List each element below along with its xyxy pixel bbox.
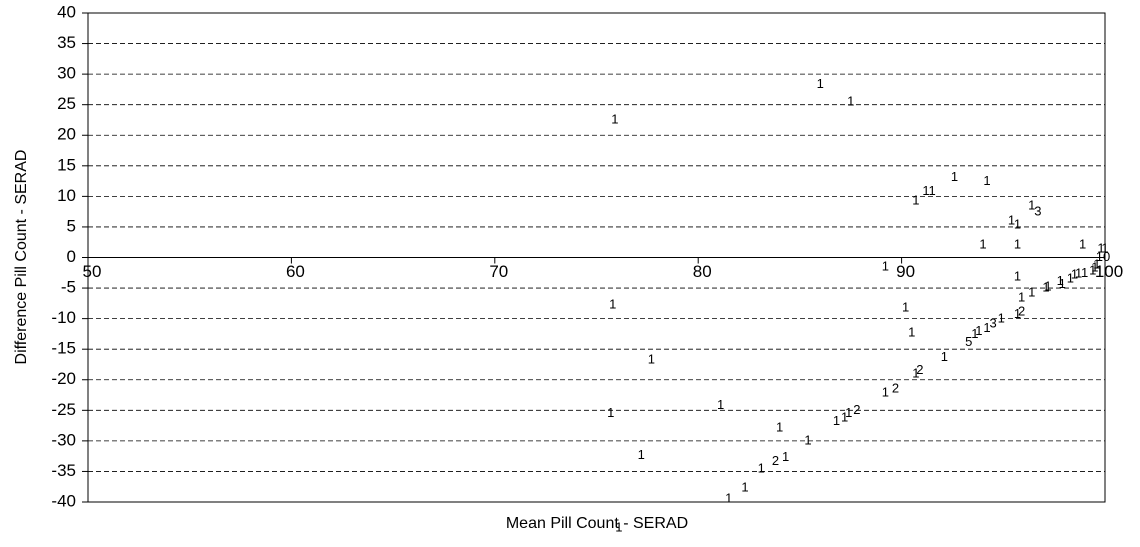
y-tick-label: 25 [57,94,76,113]
point-label: 1 [971,326,978,341]
point-label: 2 [916,362,923,377]
y-tick-label: -15 [51,339,76,358]
y-tick-label: -10 [51,308,76,327]
point-label: 1 [912,366,919,381]
point-label: 1 [941,349,948,364]
point-label: 1 [1014,306,1021,321]
point-label: 2 [1018,303,1025,318]
y-tick-label: -5 [61,278,76,297]
point-label: 1 [817,76,824,91]
point-label: 1 [1028,198,1035,213]
point-label: 1 [725,490,732,505]
point-label: 1 [776,419,783,434]
point-label: 1 [1044,278,1051,293]
point-label: 3 [1034,204,1041,219]
point-label: 1 [1008,212,1015,227]
point-label: 1 [922,183,929,198]
point-label: 1 [1042,280,1049,295]
point-label: 1 [1081,265,1088,280]
x-tick-label: 70 [489,262,508,281]
y-tick-label: 15 [57,155,76,174]
point-label: 1 [1057,273,1064,288]
y-tick-label: 10 [57,186,76,205]
x-tick-label: 100 [1095,262,1123,281]
x-tick-label: 50 [83,262,102,281]
point-label: 2 [853,402,860,417]
y-tick-label: -40 [51,491,76,510]
point-label: 1 [882,385,889,400]
x-tick-label: 80 [693,262,712,281]
point-label: 1 [648,352,655,367]
y-tick-label: 20 [57,125,76,144]
point-label: 1 [1028,284,1035,299]
point-label: 2 [772,453,779,468]
y-tick-label: 5 [67,216,76,235]
point-label: 1 [638,447,645,462]
point-label: 1 [847,94,854,109]
point-label: 1 [1018,289,1025,304]
point-label: 1 [1093,256,1100,271]
point-label: 1 [758,460,765,475]
x-tick-label: 90 [896,262,915,281]
point-label: 3 [990,316,997,331]
point-label: 1 [1089,262,1096,277]
point-label: 1 [1067,270,1074,285]
point-label: 1 [845,405,852,420]
point-label: 1 [607,405,614,420]
point-label: 1 [1091,259,1098,274]
point-label: 1 [908,325,915,340]
point-label: 1 [1059,276,1066,291]
point-label: 1 [979,237,986,252]
point-label: 1 [983,320,990,335]
y-tick-label: 40 [57,2,76,21]
point-label: 1 [833,413,840,428]
point-label: 1 [804,432,811,447]
point-label: 1 [902,300,909,315]
y-tick-label: -20 [51,369,76,388]
y-tick-label: -30 [51,430,76,449]
point-label: 1 [1014,237,1021,252]
point-label: 1 [611,111,618,126]
x-tick-label: 60 [286,262,305,281]
point-label: 1 [717,397,724,412]
point-label: 1 [928,183,935,198]
y-tick-label: -25 [51,400,76,419]
y-tick-label: -35 [51,461,76,480]
point-label: 1 [1014,217,1021,232]
point-label: 1 [1101,240,1108,255]
point-label: 1 [1014,268,1021,283]
point-label: 1 [782,449,789,464]
point-label: 5 [965,334,972,349]
point-label: 1 [609,297,616,312]
point-label: 1 [951,169,958,184]
point-label: 1 [912,193,919,208]
point-label: 10 [1096,249,1110,264]
y-axis-title: Difference Pill Count - SERAD [13,150,30,365]
point-label: 1 [882,259,889,274]
point-label: 1 [1075,265,1082,280]
point-label: 1 [841,410,848,425]
point-label: 1 [998,311,1005,326]
point-label: 1 [983,173,990,188]
y-tick-label: 35 [57,33,76,52]
point-label: 2 [892,380,899,395]
point-label: 1 [1071,267,1078,282]
point-label: 1 [1079,237,1086,252]
y-tick-label: 0 [67,247,76,266]
point-label: 1 [1097,240,1104,255]
point-label: 1 [615,520,622,535]
point-label: 1 [741,479,748,494]
point-label: 1 [975,323,982,338]
x-axis-title: Mean Pill Count - SERAD [506,515,688,532]
y-tick-label: 30 [57,64,76,83]
